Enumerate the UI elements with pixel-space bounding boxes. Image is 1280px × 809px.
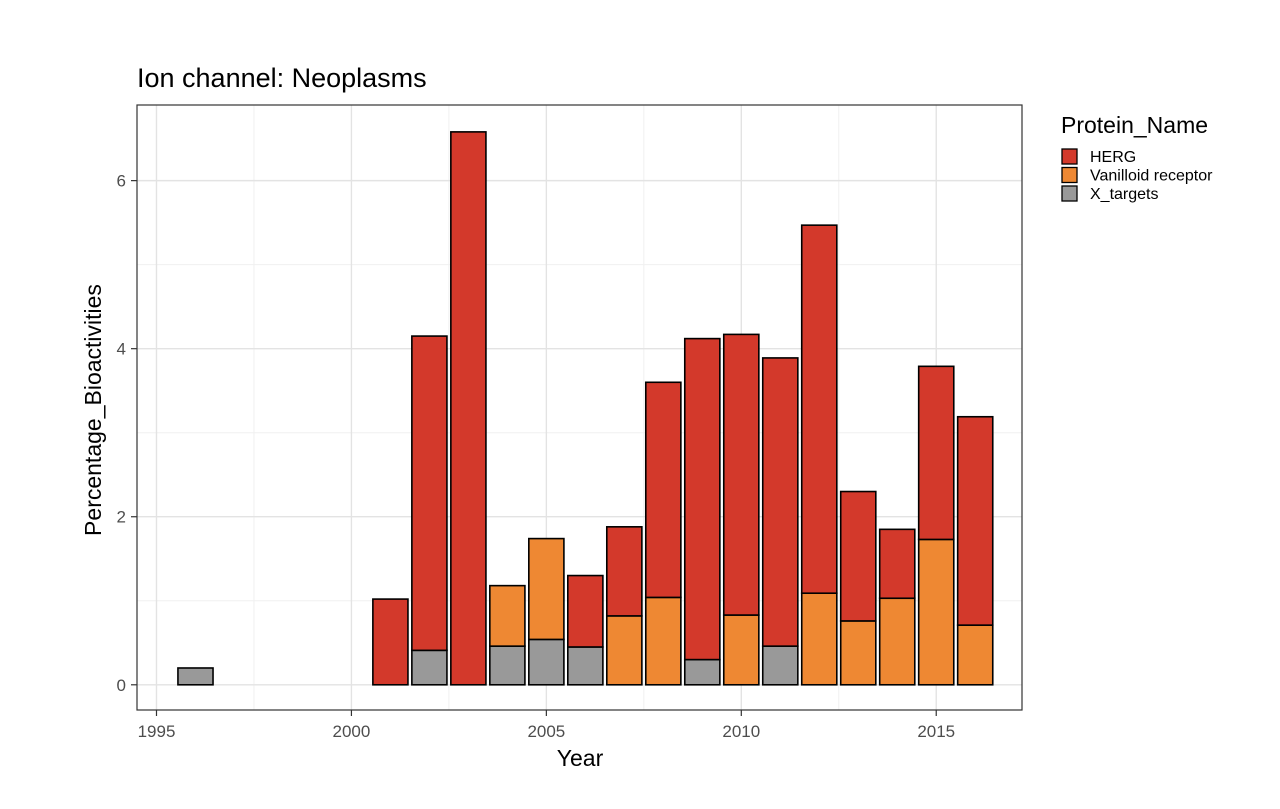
- bar-vanilloid-receptor-2012: [800, 592, 838, 686]
- bar-x-targets-2002: [411, 649, 448, 686]
- y-tick-label: 4: [117, 340, 126, 359]
- bar-vanilloid-receptor-2014: [878, 597, 916, 686]
- x-tick-label: 2005: [527, 722, 565, 741]
- bar-herg-2013: [839, 490, 877, 622]
- plot-border: [136, 104, 1023, 711]
- bar-herg-2012: [800, 224, 838, 595]
- legend: Protein_Name HERG Vanilloid receptorX_tar…: [1061, 112, 1213, 203]
- bar-herg-2011: [761, 357, 799, 647]
- bar-x-targets-1996: [177, 667, 214, 686]
- bar-vanilloid-receptor-2004: [489, 584, 526, 647]
- y-tick-label: 2: [117, 508, 126, 527]
- bar-vanilloid-receptor-2010: [722, 614, 760, 686]
- bar-x-targets-2005: [528, 638, 565, 686]
- bar-vanilloid-receptor-2013: [839, 620, 877, 686]
- x-axis-title: Year: [557, 745, 604, 771]
- bar-x-targets-2006: [567, 646, 604, 686]
- bar-vanilloid-receptor-2015: [917, 538, 955, 686]
- x-axis: 1995 2000 2005 2010 2015: [138, 710, 955, 741]
- bar-herg-2008: [644, 381, 682, 599]
- x-tick-label: 2010: [722, 722, 760, 741]
- legend-label: HERG: [1090, 149, 1136, 166]
- legend-label: Vanilloid receptor: [1090, 168, 1213, 185]
- bars: [177, 131, 994, 686]
- bar-herg-2016: [956, 415, 994, 626]
- x-tick-label: 2015: [917, 722, 955, 741]
- legend-swatch: [1061, 185, 1078, 202]
- bar-herg-2006: [567, 574, 604, 648]
- bar-vanilloid-receptor-2008: [644, 596, 682, 686]
- y-tick-label: 0: [117, 676, 126, 695]
- x-tick-label: 1995: [138, 722, 176, 741]
- bar-herg-2009: [683, 337, 721, 661]
- legend-swatch: [1061, 166, 1078, 184]
- bar-herg-2003: [450, 131, 487, 686]
- bar-herg-2015: [917, 365, 955, 541]
- bar-herg-2001: [372, 598, 409, 686]
- y-tick-label: 6: [117, 172, 126, 191]
- legend-swatch: [1061, 148, 1078, 165]
- y-axis: 0 2 4 6: [117, 172, 137, 695]
- bar-vanilloid-receptor-2016: [956, 624, 994, 686]
- legend-title: Protein_Name: [1061, 112, 1208, 138]
- x-tick-label: 2000: [333, 722, 371, 741]
- y-axis-title: Percentage_Bioactivities: [80, 284, 106, 536]
- chart-title: Ion channel: Neoplasms: [137, 63, 427, 93]
- bar-x-targets-2011: [761, 645, 799, 686]
- bar-x-targets-2009: [683, 658, 721, 686]
- bar-x-targets-2004: [489, 645, 526, 686]
- bar-herg-2007: [605, 526, 643, 617]
- bar-vanilloid-receptor-2005: [528, 537, 565, 641]
- legend-label: X_targets: [1090, 186, 1158, 203]
- bar-herg-2010: [722, 333, 760, 616]
- bar-herg-2002: [411, 335, 448, 652]
- bar-herg-2014: [878, 528, 916, 600]
- bar-vanilloid-receptor-2007: [605, 615, 643, 686]
